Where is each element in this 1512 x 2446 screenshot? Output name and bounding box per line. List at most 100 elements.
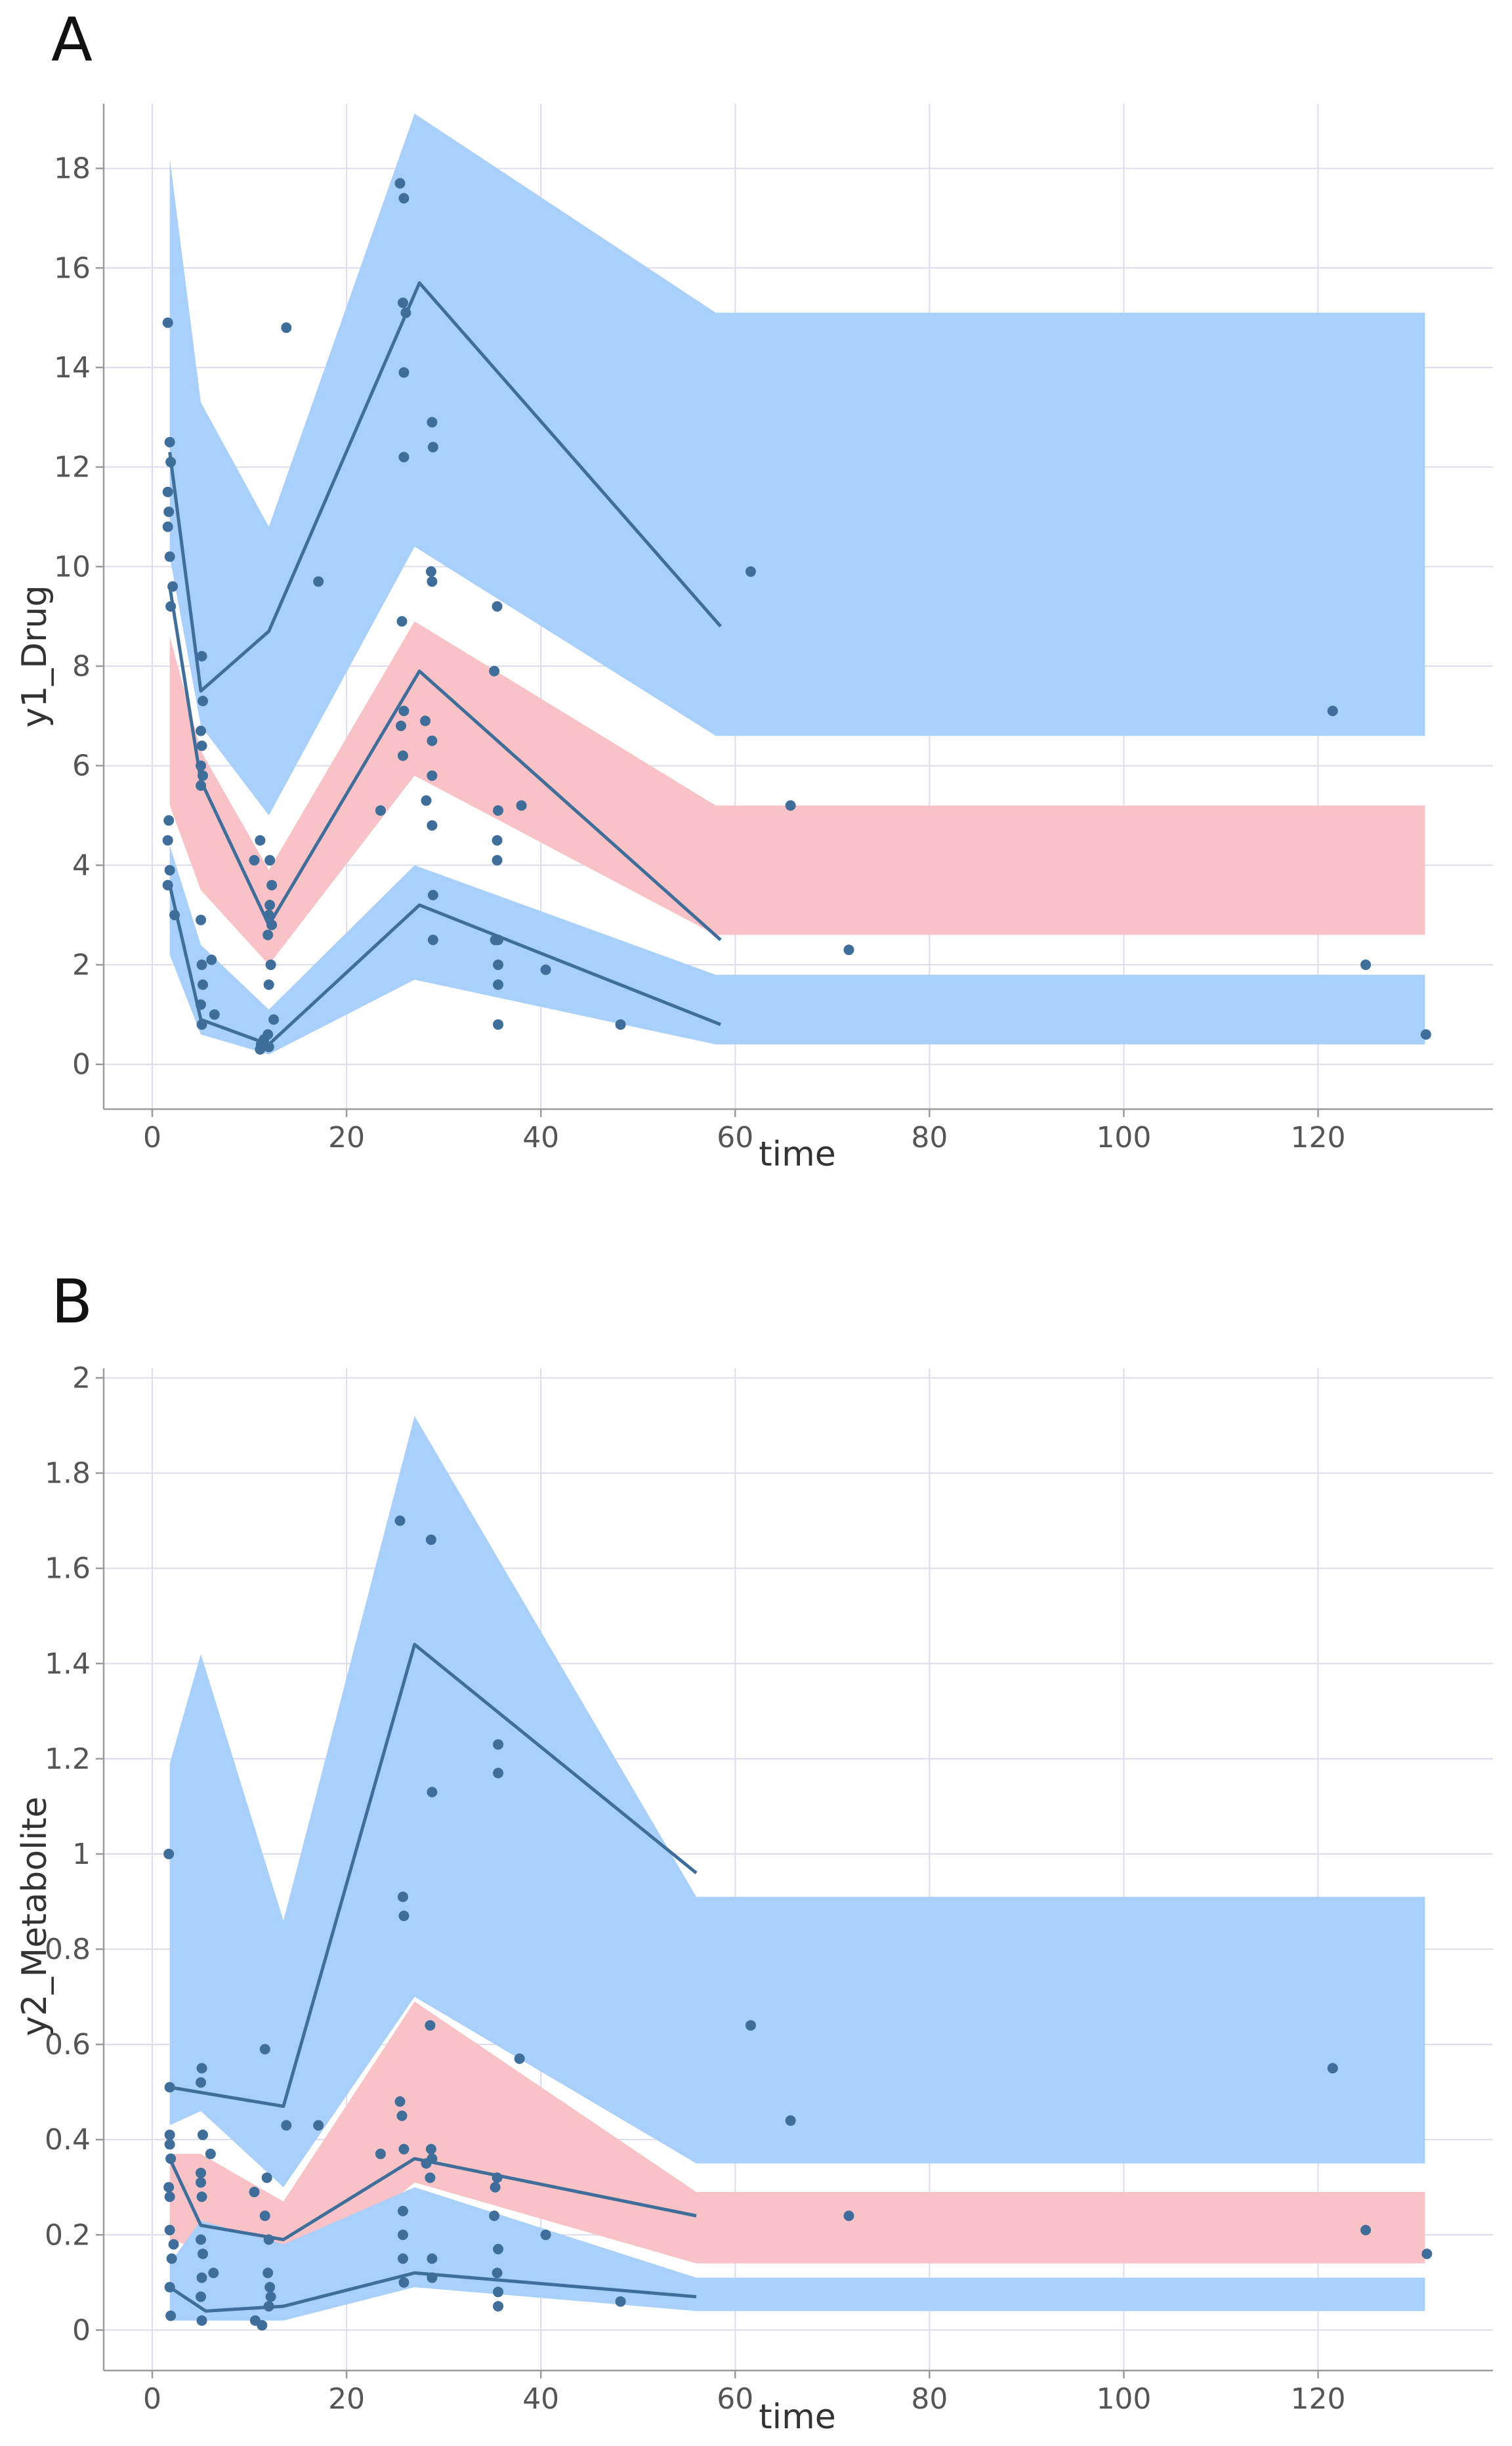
panel-b-x-tick-label: 60: [717, 2382, 753, 2416]
panel-a-observation-point: [427, 770, 438, 781]
panel-b-observation-point: [425, 2020, 436, 2031]
panel-b-observation-point: [492, 2267, 503, 2279]
panel-b-observation-point: [249, 2186, 260, 2197]
panel-a-observation-point: [162, 486, 173, 497]
panel-b-observation-point: [397, 2253, 408, 2264]
panel-a-observation-point: [1360, 959, 1372, 971]
panel-a-observation-point: [397, 750, 408, 761]
panel-a-observation-point: [262, 929, 274, 940]
panel-b-observation-point: [196, 2315, 207, 2326]
panel-b-observation-point: [493, 2301, 504, 2312]
panel-b-observation-point: [425, 2172, 436, 2183]
panel-b-y-tick-label: 0.8: [45, 1933, 91, 1966]
panel-a-observation-point: [263, 979, 274, 990]
panel-a-observation-point: [196, 914, 207, 925]
panel-b-observation-point: [398, 2143, 410, 2155]
panel-a-observation-point: [196, 740, 207, 751]
panel-b-y-tick-label: 1: [72, 1838, 91, 1871]
panel-b-observation-point: [165, 2153, 177, 2164]
panel-a-observation-point: [255, 835, 266, 846]
panel-a-band-lower-percentile-ci: [169, 845, 1425, 1055]
panel-b-observation-point: [397, 2205, 408, 2216]
panel-b-observation-point: [313, 2120, 324, 2131]
panel-b-y-tick-label: 1.6: [45, 1552, 91, 1586]
panel-b-x-tick-label: 20: [328, 2382, 365, 2416]
panel-b-observation-point: [1421, 2248, 1433, 2260]
panel-b-observation-point: [489, 2210, 500, 2222]
panel-b-x-tick-label: 120: [1291, 2382, 1346, 2416]
panel-b-x-tick-label: 100: [1096, 2382, 1151, 2416]
panel-a-observation-point: [1420, 1029, 1431, 1040]
panel-b-y-tick-label: 0.2: [45, 2218, 91, 2252]
panel-b-observation-point: [785, 2115, 796, 2126]
panel-a-y-tick-label: 0: [72, 1048, 91, 1082]
panel-a-observation-point: [398, 193, 410, 204]
panel-b-observation-point: [164, 2225, 175, 2236]
panel-a-observation-point: [196, 999, 207, 1010]
panel-b-x-tick-label: 40: [522, 2382, 559, 2416]
panel-a-observation-point: [493, 979, 504, 990]
panel-b-bands: [169, 1416, 1425, 2321]
panel-a-observation-point: [427, 820, 438, 831]
panel-a-y-tick-label: 14: [54, 351, 91, 385]
panel-b-observation-point: [163, 1848, 175, 1859]
panel-b-observation-point: [427, 2253, 438, 2264]
panel-b-observation-point: [425, 1534, 436, 1546]
panel-b-observation-point: [427, 2272, 438, 2283]
panel-a-observation-point: [264, 854, 276, 866]
panel-a-observation-point: [615, 1019, 626, 1030]
panel-a-observation-point: [492, 854, 503, 866]
panel-a-observation-point: [162, 521, 173, 532]
panel-b-y-tick-label: 0.4: [45, 2123, 91, 2157]
panel-b-observation-point: [198, 2248, 209, 2260]
panel-b-observation-point: [259, 2044, 270, 2055]
panel-b-observation-point: [398, 2277, 410, 2288]
panel-b-observation-point: [164, 2129, 175, 2140]
panel-a-observation-point: [785, 800, 796, 811]
panel-b-observation-point: [263, 2234, 274, 2245]
panel-b-observations: [163, 1515, 1433, 2331]
panel-a-x-tick-label: 100: [1096, 1121, 1151, 1154]
panel-a-observation-point: [196, 725, 207, 736]
panel-a-observation-point: [427, 735, 438, 746]
panel-b-observation-point: [165, 2310, 177, 2321]
panel-a-observation-point: [427, 442, 438, 453]
panel-a-observation-point: [163, 815, 175, 826]
panel-b-observation-point: [264, 2282, 276, 2293]
panel-a-observation-point: [425, 566, 436, 577]
panel-b-observation-point: [492, 2172, 503, 2183]
panel-a-y-tick-label: 12: [54, 451, 91, 484]
panel-a-y-axis-title: y1_Drug: [15, 585, 54, 727]
panel-b-y-tick-label: 1.4: [45, 1647, 91, 1681]
panel-b-observation-point: [164, 2191, 175, 2203]
panel-a-x-tick-label: 40: [522, 1121, 559, 1154]
panel-a-observation-point: [196, 1019, 207, 1030]
panel-b-y-tick-label: 0: [72, 2313, 91, 2347]
panel-a-observation-point: [209, 1009, 220, 1020]
panel-b-y-tick-label: 0.6: [45, 2028, 91, 2061]
panel-b-observation-point: [615, 2296, 626, 2307]
panel-b-observation-point: [421, 2158, 432, 2169]
panel-b-observation-point: [493, 1739, 504, 1750]
panel-b-observation-point: [394, 2096, 406, 2107]
panel-a-observation-point: [492, 835, 503, 846]
panel-a-observation-point: [162, 317, 173, 328]
panel-a-observation-point: [164, 551, 175, 562]
panel-b-axes: 0 20 40 60 80 100 120 0 0.2 0.4 0.6 0.8 1 1.2 1.4 1.6 1.…: [45, 1362, 1493, 2416]
panel-a-line-observed-upper-percentile: [168, 281, 722, 693]
panel-b-y-axis-title: y2_Metabolite: [15, 1796, 54, 2036]
panel-b-band-median-ci: [169, 2001, 1425, 2292]
panel-a-observation-point: [516, 800, 527, 811]
panel-a-observation-point: [169, 910, 180, 921]
panel-a-observation-point: [196, 760, 207, 771]
panel-a-observation-point: [165, 601, 177, 612]
panel-a-observation-point: [198, 770, 209, 781]
panel-b-y-tick-label: 1.8: [45, 1457, 91, 1490]
panel-b-chart: B 0 20 40 60 80 100 120 0 0.2 0.4 0.6 0.8 1 1.2 1.4 1.6…: [15, 1267, 1493, 2437]
panel-a-observation-point: [398, 452, 410, 463]
panel-b-observation-point: [196, 2291, 207, 2302]
panel-b-observation-point: [394, 1515, 406, 1527]
panel-b-observation-point: [196, 2167, 207, 2178]
panel-a-observation-point: [281, 322, 292, 333]
